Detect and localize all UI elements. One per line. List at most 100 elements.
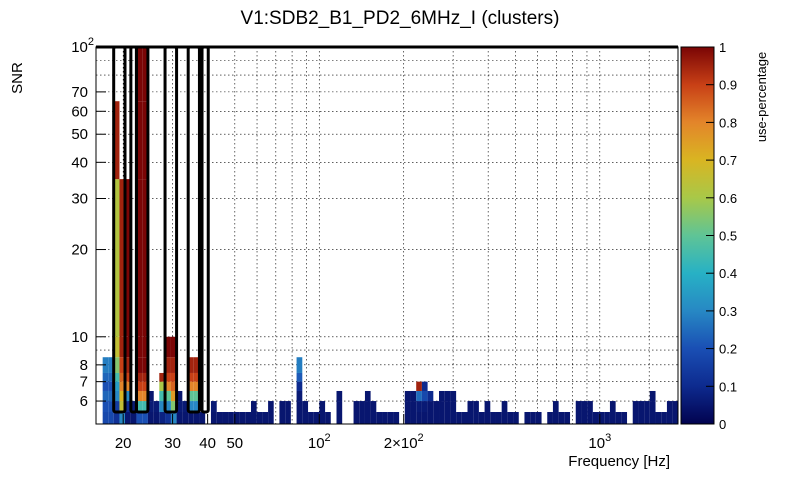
x-tick-label: 103 [588,432,611,452]
heatmap-cell [387,412,394,424]
heatmap-cell [188,372,194,382]
plot-frame [95,46,679,425]
heatmap-cell [609,412,616,424]
heatmap-cell [113,101,120,180]
heatmap-cell [193,390,200,402]
y-tick-label: 102 [71,36,94,56]
heatmap-cell [672,401,678,413]
heatmap-cell [113,390,120,402]
x-tick-label: 2×102 [384,432,424,452]
x-tick-label: 30 [164,435,181,452]
heatmap-cell [170,357,177,373]
y-tick-exponent: 2 [88,36,94,48]
x-tick-label: 50 [226,435,243,452]
x-tick-label: 40 [199,435,216,452]
heatmap-cell [165,401,171,413]
heatmap-cell [113,381,120,391]
heatmap-cell [410,412,417,424]
heatmap-cell [165,357,171,373]
heatmap-cell [113,357,120,373]
heatmap-cell [130,401,137,413]
heatmap-cell [108,381,114,391]
heatmap-cell [296,401,303,413]
heatmap-cell [113,372,120,382]
x-tick-exponent: 3 [605,432,611,444]
heatmap-cell [666,412,673,424]
heatmap-cell [142,412,148,424]
z-tick-label: 0.3 [719,304,737,319]
y-tick-label: 6 [80,393,88,410]
heatmap-cell [364,412,371,424]
heatmap-cell [210,412,217,424]
heatmap-cell [501,401,508,413]
heatmap-cell [268,401,274,413]
heatmap-cell [450,390,457,402]
heatmap-cell [615,412,622,424]
heatmap-cell [188,412,194,424]
heatmap-cell [666,401,673,413]
heatmap-cell [370,401,377,413]
heatmap-cell [450,412,457,424]
heatmap-cell [279,401,286,413]
heatmap-cell [136,401,143,413]
heatmap-cell [296,381,303,391]
heatmap-cell [450,401,457,413]
heatmap-cell [296,372,303,382]
heatmap-cell [649,390,656,402]
heatmap-cell [165,336,171,358]
heatmap-cell [513,412,519,424]
heatmap-cell [416,401,422,413]
heatmap-cell [439,401,445,413]
heatmap-cell [102,412,109,424]
heatmap-cell [113,336,120,358]
heatmap-cell [119,412,126,424]
heatmap-cell [655,412,662,424]
heatmap-cell [228,412,234,424]
heatmap-cell [142,101,148,180]
z-tick-label: 0.5 [719,229,737,244]
heatmap-cell [176,401,183,413]
heatmap-cell [147,401,154,413]
heatmap-cell [410,390,417,402]
x-tick-exponent: 2 [418,432,424,444]
heatmap-cell [216,412,223,424]
heatmap-cell [285,401,291,413]
heatmap-cell [142,390,148,402]
heatmap-cell [119,336,126,358]
heatmap-cell [530,412,536,424]
heatmap-cell [325,412,331,424]
heatmap-cell [638,401,645,413]
heatmap-cell [484,401,491,413]
heatmap-cell [102,401,109,413]
heatmap-cell [302,401,309,413]
heatmap-cell [376,412,383,424]
heatmap-cell [136,390,143,402]
heatmap-cell [621,412,628,424]
heatmap-cell [609,401,616,413]
heatmap-cell [250,412,257,424]
heatmap-cell [136,336,143,358]
heatmap-cell [581,412,588,424]
y-axis-label: SNR [9,62,26,94]
heatmap-cell [142,47,148,102]
heatmap-cell [393,412,400,424]
heatmap-cell [661,412,667,424]
heatmap-cell [404,390,411,402]
heatmap-cell [159,372,166,382]
heatmap-cell [433,401,440,413]
heatmap-cell [444,412,451,424]
heatmap-cell [433,412,440,424]
heatmap-cell [119,357,126,373]
heatmap-cell [478,412,485,424]
heatmap-cell [587,401,593,413]
heatmap-cell [170,390,177,402]
heatmap-cell [136,357,143,373]
heatmap-cell [159,412,166,424]
heatmap-cell [170,336,177,358]
heatmap-cell [262,412,269,424]
heatmap-cell [501,412,508,424]
heatmap-cell [102,381,109,391]
heatmap-cell [182,412,189,424]
heatmap-cell [165,412,171,424]
